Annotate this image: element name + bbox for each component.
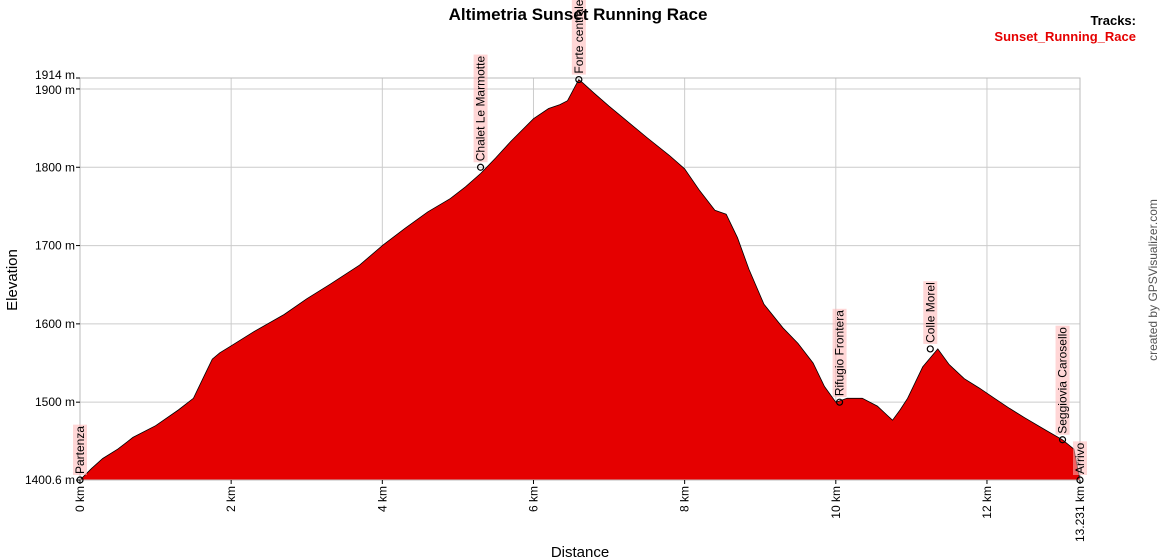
x-tick-label: 4 km xyxy=(375,486,389,512)
plot-frame xyxy=(79,77,1081,481)
waypoint-label: Arrivo xyxy=(1073,442,1087,474)
waypoint-label: Rifugio Frontera xyxy=(833,310,847,396)
series-area-sunset-running-race xyxy=(80,79,1080,480)
waypoint-marker xyxy=(76,476,84,484)
y-tick-label: 1900 m xyxy=(35,83,75,97)
y-axis-title: Elevation xyxy=(4,249,21,311)
chart-title: Altimetria Sunset Running Race xyxy=(449,5,708,24)
waypoint-markers: Partenza Chalet Le Marmotte Forte centrale… xyxy=(73,0,1087,484)
series-outline xyxy=(79,78,1081,481)
x-tick-label: 2 km xyxy=(224,486,238,512)
legend-entry-sunset-running-race: Sunset_Running_Race xyxy=(994,29,1136,44)
waypoint-marker xyxy=(835,398,844,406)
legend-title: Tracks: xyxy=(1090,13,1136,28)
waypoint-label-box xyxy=(473,54,488,163)
waypoint-label: Forte centrale xyxy=(572,0,586,74)
y-axis-ticks: 1400.6 m 1500 m 1600 m 1700 m 1800 m 1900 m19… xyxy=(25,68,80,487)
x-tick-label: 6 km xyxy=(526,486,540,512)
x-tick-label: 10 km xyxy=(829,486,843,519)
y-tick-label: 1914 m xyxy=(35,68,75,82)
waypoint-marker xyxy=(575,75,583,84)
x-axis-title: Distance xyxy=(551,544,609,560)
y-tick-label: 1700 m xyxy=(35,239,75,253)
waypoint-marker xyxy=(926,345,934,353)
x-tick-label: 12 km xyxy=(980,486,994,519)
waypoint-marker xyxy=(1058,436,1067,444)
waypoint-marker xyxy=(1076,476,1084,484)
waypoint-label-box xyxy=(571,0,586,75)
waypoint-label-box xyxy=(73,424,87,475)
y-tick-label: 1800 m xyxy=(35,160,75,174)
waypoint-label-box xyxy=(1073,441,1087,475)
y-tick-label: 1600 m xyxy=(35,317,75,331)
y-tick-label: 1400.6 m xyxy=(25,473,75,487)
x-axis-ticks: 0 km 2 km 4 km 6 km 8 km 10 km 12 km 13.231 km xyxy=(73,480,1087,542)
y-tick-label: 1500 m xyxy=(35,395,75,409)
waypoint-label: Chalet Le Marmotte xyxy=(474,56,488,162)
waypoint-marker xyxy=(476,163,485,171)
x-tick-label: 13.231 km xyxy=(1073,486,1087,542)
waypoint-label-box xyxy=(923,281,938,344)
x-tick-label: 8 km xyxy=(678,486,692,512)
waypoint-label-box xyxy=(1055,325,1070,435)
waypoint-label: Colle Morel xyxy=(923,282,937,343)
waypoint-label: Seggiovia Carosello xyxy=(1056,327,1070,434)
x-tick-label: 0 km xyxy=(73,486,87,512)
credit-text: created by GPSVisualizer.com xyxy=(1146,199,1160,361)
waypoint-label: Partenza xyxy=(73,426,87,474)
waypoint-label-box xyxy=(832,308,847,398)
